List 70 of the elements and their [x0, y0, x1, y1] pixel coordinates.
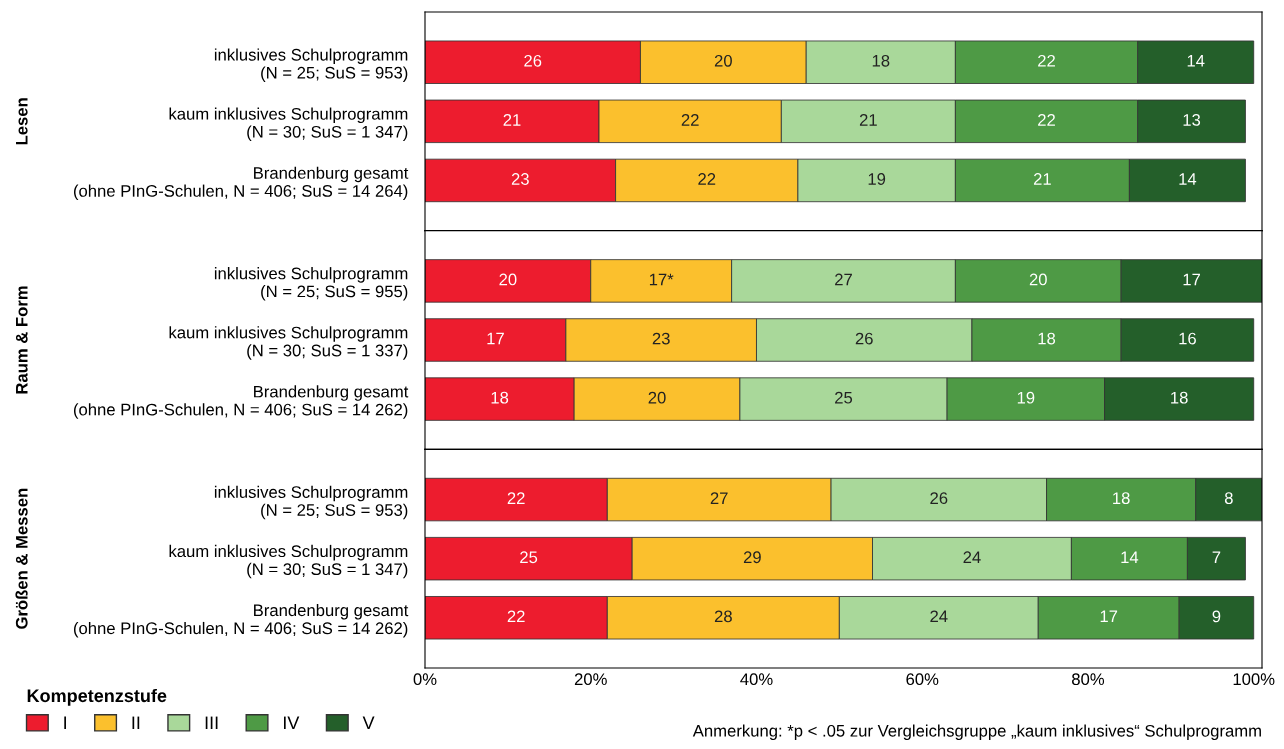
y-tick-label: kaum inklusives Schulprogramm (N = 30; SuS = 1 337): [169, 326, 408, 360]
y-axis-title: Raum & Form: [15, 286, 28, 394]
data-label: 23: [511, 173, 529, 185]
x-tick-label: 40%: [740, 673, 773, 686]
x-tick-label: 60%: [906, 673, 939, 686]
y-tick-label: Brandenburg gesamt (ohne PInG-Schulen, N = 406; SuS = 14 262): [73, 603, 409, 638]
data-label: 21: [859, 114, 877, 126]
data-label: 9: [1212, 610, 1221, 623]
y-tick-label: Brandenburg gesamt (ohne PInG-Schulen, N = 406; SuS = 14 264): [73, 166, 409, 201]
legend-label: II: [132, 716, 140, 729]
x-tick-label: 0%: [413, 673, 437, 686]
data-label: 18: [1171, 391, 1188, 404]
data-label: 20: [648, 391, 666, 404]
data-label: 24: [930, 610, 948, 623]
data-label: 25: [835, 391, 853, 404]
y-tick-label: inklusives Schulprogramm (N = 25; SuS = 955): [214, 267, 408, 301]
data-label: 16: [1179, 332, 1196, 345]
data-label: 24: [963, 551, 981, 563]
y-tick-label: inklusives Schulprogramm (N = 25; SuS = 953): [214, 48, 408, 82]
data-label: 27: [710, 492, 728, 504]
data-label: 17: [1183, 273, 1200, 286]
data-label: 21: [503, 114, 521, 126]
text: Anmerkung: *p < .05 zur Vergleichsgruppe „kaum inklusives“ Schulprogramm: [692, 724, 1261, 741]
x-tick-label: 100%: [1233, 673, 1275, 686]
y-tick-label: inklusives Schulprogramm (N = 25; SuS = 953): [214, 485, 408, 520]
data-label: 13: [1183, 114, 1201, 126]
y-axis-title: Lesen: [16, 98, 28, 145]
data-label: 7: [1212, 551, 1221, 563]
data-label: 22: [1038, 114, 1055, 126]
data-label: 23: [652, 332, 670, 345]
data-label: 19: [1017, 391, 1035, 404]
legend-title: Kompetenzstufe: [27, 688, 167, 706]
y-tick-label: kaum inklusives Schulprogramm (N = 30; SuS = 1 347): [169, 544, 408, 579]
legend-label: I: [64, 716, 66, 729]
data-label: 20: [1029, 273, 1047, 286]
data-label: 22: [507, 492, 525, 504]
data-label: 26: [930, 492, 948, 505]
data-label: 20: [499, 273, 517, 286]
data-label: 29: [743, 551, 761, 564]
data-label: 26: [855, 332, 873, 345]
data-label: 18: [1113, 492, 1130, 505]
data-label: 18: [491, 391, 509, 404]
legend-label: V: [362, 716, 375, 729]
data-label: 27: [835, 273, 852, 286]
data-label: 22: [1038, 54, 1055, 67]
data-label: 14: [1179, 173, 1197, 185]
legend-label: IV: [283, 716, 300, 729]
data-label: 17: [487, 332, 504, 345]
data-label: 17*: [649, 273, 674, 286]
y-tick-label: kaum inklusives Schulprogramm (N = 30; SuS = 1 347): [169, 107, 408, 142]
data-label: 14: [1121, 551, 1139, 563]
data-label: 18: [872, 54, 890, 67]
data-label: 18: [1038, 332, 1056, 345]
data-label: 26: [524, 54, 542, 67]
data-label: 22: [681, 114, 699, 126]
x-tick-label: 20%: [574, 673, 607, 686]
data-label: 14: [1187, 55, 1205, 67]
data-label: 22: [698, 173, 716, 185]
data-label: 28: [714, 610, 732, 623]
y-tick-label: Brandenburg gesamt (ohne PInG-Schulen, N = 406; SuS = 14 262): [73, 385, 409, 419]
data-label: 21: [1033, 173, 1051, 185]
data-label: 19: [868, 173, 886, 185]
data-label: 8: [1224, 492, 1233, 505]
x-tick-label: 80%: [1072, 673, 1105, 686]
data-label: 17: [1100, 610, 1118, 623]
legend-label: III: [205, 716, 218, 729]
data-label: 25: [520, 551, 538, 564]
data-label: 22: [507, 610, 525, 623]
y-axis-title: Größen & Messen: [15, 488, 28, 629]
data-label: 20: [714, 54, 732, 67]
